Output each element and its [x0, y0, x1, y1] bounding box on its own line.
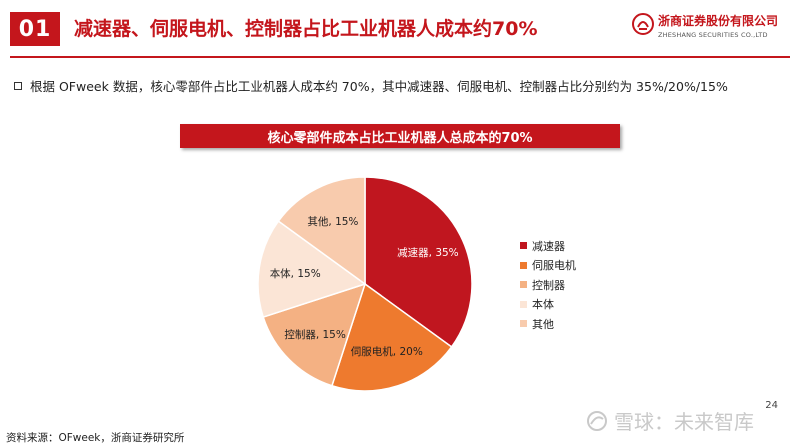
bullet-point: 根据 OFweek 数据，核心零部件占比工业机器人成本约 70%，其中减速器、伺…	[14, 76, 728, 95]
pie-slice-label-1: 伺服电机, 20%	[351, 345, 423, 358]
snowball-icon	[587, 410, 607, 431]
watermark-text: 雪球：未来智库	[614, 410, 754, 434]
chart-title-banner: 核心零部件成本占比工业机器人总成本的70%	[180, 124, 620, 148]
logo-company-name: 浙商证券股份有限公司	[658, 14, 779, 28]
watermark: 雪球：未来智库	[586, 406, 754, 435]
legend-label-1: 伺服电机	[532, 259, 576, 273]
company-logo: 浙商证券股份有限公司 ZHESHANG SECURITIES CO.,LTD	[632, 9, 782, 49]
legend-swatch-0	[520, 242, 527, 250]
pie-slice-3	[257, 220, 367, 319]
legend-item-0: 减速器	[520, 236, 576, 256]
legend-swatch-1	[520, 261, 527, 269]
pie-slice-1	[330, 282, 453, 392]
header-divider	[10, 56, 790, 58]
source-note: 资料来源：OFweek，浙商证券研究所	[6, 432, 185, 444]
logo-company-name-en: ZHESHANG SECURITIES CO.,LTD	[658, 31, 768, 39]
legend-item-1: 伺服电机	[520, 256, 576, 276]
pie-slice-label-3: 本体, 15%	[270, 267, 321, 280]
pie-slice-label-2: 控制器, 15%	[284, 328, 346, 341]
zheshang-logo-icon	[632, 13, 654, 35]
bullet-text: 根据 OFweek 数据，核心零部件占比工业机器人成本约 70%，其中减速器、伺…	[30, 79, 728, 94]
page-title: 减速器、伺服电机、控制器占比工业机器人成本约70%	[74, 18, 538, 40]
pie-slice-4	[277, 176, 366, 286]
legend-label-0: 减速器	[532, 239, 565, 253]
legend-item-2: 控制器	[520, 275, 576, 295]
chart-legend: 减速器伺服电机控制器本体其他	[520, 236, 576, 334]
pie-slice-0	[364, 176, 473, 348]
legend-swatch-4	[520, 320, 527, 328]
legend-label-4: 其他	[532, 317, 554, 331]
legend-swatch-2	[520, 281, 527, 289]
pie-slice-label-4: 其他, 15%	[307, 215, 358, 228]
legend-item-3: 本体	[520, 295, 576, 315]
section-number: 01	[10, 12, 60, 46]
bullet-square-icon	[14, 81, 22, 90]
legend-item-4: 其他	[520, 314, 576, 334]
pie-slice-label-0: 减速器, 35%	[397, 247, 459, 259]
page-number: 24	[765, 400, 778, 411]
legend-swatch-3	[520, 300, 527, 308]
legend-label-3: 本体	[532, 298, 554, 312]
legend-label-2: 控制器	[532, 278, 565, 292]
